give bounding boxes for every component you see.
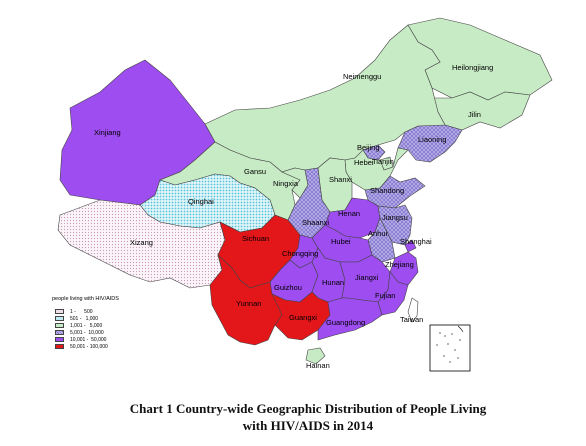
label-fujian: Fujian xyxy=(375,291,395,300)
label-chongqing: Chongqing xyxy=(282,249,318,258)
province-taiwan xyxy=(407,297,419,323)
province-shanghai xyxy=(404,239,417,253)
label-qinghai: Qinghai xyxy=(188,197,214,206)
label-zhejiang: Zhejiang xyxy=(385,260,414,269)
figure-caption: Chart 1 Country-wide Geographic Distribu… xyxy=(60,400,556,434)
label-gansu: Gansu xyxy=(244,167,266,176)
legend-swatch xyxy=(55,309,64,314)
label-neimenggu: Neimenggu xyxy=(343,72,381,81)
label-anhui: Anhui xyxy=(368,229,388,238)
legend-label: 501 - 1,000 xyxy=(70,315,99,322)
label-guangxi: Guangxi xyxy=(289,313,317,322)
label-shandong: Shandong xyxy=(370,186,404,195)
legend-label: 10,001 - 50,000 xyxy=(70,336,107,343)
legend-label: 5,001 - 10,000 xyxy=(70,329,104,336)
label-taiwan: Taiwan xyxy=(400,315,423,324)
label-guizhou: Guizhou xyxy=(274,283,302,292)
legend-swatch xyxy=(55,337,64,342)
legend-swatch xyxy=(55,330,64,335)
label-jiangxi: Jiangxi xyxy=(355,273,379,282)
caption-line-1: Chart 1 Country-wide Geographic Distribu… xyxy=(129,401,487,416)
label-jilin: Jilin xyxy=(468,110,481,119)
legend-title: people living with HIV/AIDS xyxy=(52,296,119,302)
legend-item: 501 - 1,000 xyxy=(55,315,108,322)
label-xinjiang: Xinjiang xyxy=(94,128,121,137)
label-yunnan: Yunnan xyxy=(236,299,261,308)
legend-swatch xyxy=(55,344,64,349)
label-hunan: Hunan xyxy=(322,278,344,287)
legend-label: 1 - 500 xyxy=(70,308,93,315)
label-tianjin: Tianjin xyxy=(372,157,394,166)
province-jilin xyxy=(431,91,531,131)
legend-item: 10,001 - 50,000 xyxy=(55,336,108,343)
label-xizang: Xizang xyxy=(130,238,153,247)
legend-label: 1,001 - 5,000 xyxy=(70,322,103,329)
legend-item: 5,001 - 10,000 xyxy=(55,329,108,336)
province-hebei xyxy=(344,147,409,191)
province-hainan xyxy=(305,347,326,365)
map-legend: 1 - 500 501 - 1,000 1,001 - 5,000 5,001 - 1… xyxy=(55,308,108,350)
label-heilongjiang: Heilongjiang xyxy=(452,63,493,72)
label-beijing: Beijing xyxy=(357,143,380,152)
legend-item: 1,001 - 5,000 xyxy=(55,322,108,329)
legend-swatch xyxy=(55,316,64,321)
label-shanghai: Shanghai xyxy=(400,237,432,246)
label-hebei: Hebei xyxy=(354,158,374,167)
province-fujian xyxy=(377,271,409,316)
legend-item: 1 - 500 xyxy=(55,308,108,315)
caption-line-2: with HIV/AIDS in 2014 xyxy=(242,418,374,433)
legend-item: 50,001 - 100,000 xyxy=(55,343,108,350)
label-hainan: Hainan xyxy=(306,361,330,370)
legend-label: 50,001 - 100,000 xyxy=(70,343,108,350)
south-china-sea-inset xyxy=(429,324,471,372)
legend-swatch xyxy=(55,323,64,328)
label-henan: Henan xyxy=(338,209,360,218)
label-guangdong: Guangdong xyxy=(326,318,365,327)
label-shaanxi: Shaanxi xyxy=(302,218,329,227)
province-guangdong xyxy=(317,297,383,341)
label-ningxia: Ningxia xyxy=(273,179,299,188)
label-liaoning: Liaoning xyxy=(418,135,446,144)
label-jiangsu: Jiangsu xyxy=(382,213,408,222)
label-hubei: Hubei xyxy=(331,237,351,246)
label-shanxi: Shanxi xyxy=(329,175,352,184)
label-sichuan: Sichuan xyxy=(242,234,269,243)
